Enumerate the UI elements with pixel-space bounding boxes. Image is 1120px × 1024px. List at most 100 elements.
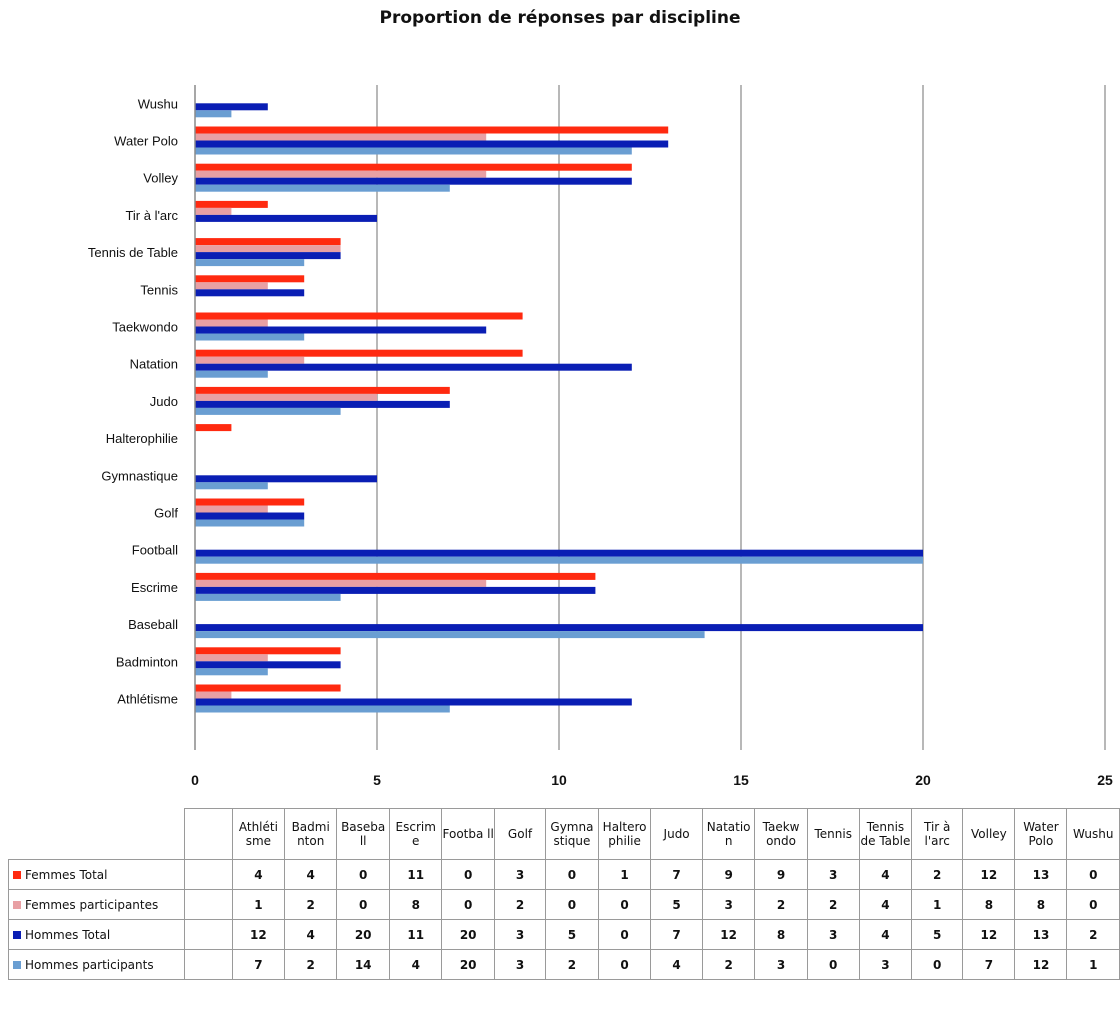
table-cell: 4 [650, 949, 703, 980]
bar [195, 126, 669, 134]
table-column-header: Golf [493, 808, 547, 860]
bar [195, 184, 450, 192]
bar [195, 349, 523, 357]
table-cell: 0 [545, 859, 599, 890]
table-cell: 20 [336, 919, 391, 950]
table-cell: 0 [336, 859, 391, 890]
table-cell: 2 [1066, 919, 1120, 950]
table-column-header: Baseba ll [336, 808, 391, 860]
table-cell: 3 [806, 919, 860, 950]
bar [195, 326, 487, 334]
table-empty-cell [184, 859, 233, 890]
bar [195, 275, 305, 283]
table-column-header: Natatio n [701, 808, 756, 860]
legend-entry: Hommes Total [7, 919, 186, 950]
legend-entry: Femmes participantes [7, 889, 186, 920]
table-cell: 4 [858, 859, 913, 890]
category-label: Athlétisme [117, 692, 178, 707]
bar [195, 482, 268, 490]
table-cell: 4 [858, 919, 913, 950]
bar [195, 661, 341, 669]
bar [195, 512, 305, 520]
legend-swatch [13, 931, 21, 939]
table-cell: 9 [701, 859, 756, 890]
table-row: Hommes participants 7 2 14 4 20 3 2 0 4 2 3 0 3 0 7 12 1 [7, 949, 1120, 980]
table-cell: 0 [597, 889, 652, 920]
bar [195, 624, 923, 632]
bar [195, 289, 305, 297]
table-empty-cell [184, 889, 233, 920]
x-tick-label: 15 [733, 772, 749, 788]
table-cell: 3 [858, 949, 913, 980]
table-column-header: Tennis [806, 808, 860, 860]
table-column-header: Footba ll [441, 808, 495, 860]
bar [195, 424, 232, 432]
table-cell: 3 [493, 919, 547, 950]
table-cell: 12 [231, 919, 286, 950]
bars [195, 103, 923, 713]
table-cell: 5 [545, 919, 599, 950]
table-cell: 0 [441, 889, 495, 920]
table-cell: 8 [754, 919, 808, 950]
table-cell: 3 [806, 859, 860, 890]
category-label: Natation [130, 357, 178, 372]
table-cell: 2 [701, 949, 756, 980]
bar [195, 170, 487, 178]
bar [195, 579, 487, 587]
table-row: Hommes Total 12 4 20 11 20 3 5 0 7 12 8 3 4 5 12 13 2 [7, 919, 1120, 950]
bar [195, 593, 341, 601]
category-label: Football [132, 543, 178, 558]
x-tick-label: 10 [551, 772, 567, 788]
bar [195, 177, 632, 185]
bar [195, 110, 232, 118]
category-label: Halterophilie [106, 431, 178, 446]
bar [195, 259, 305, 267]
bar [195, 363, 632, 371]
bar [195, 214, 377, 222]
category-labels: Athlétisme Badminton Baseball Escrime Footba… [88, 96, 179, 706]
table-cell: 12 [962, 919, 1016, 950]
table-cell: 1 [911, 889, 964, 920]
table-cell: 0 [911, 949, 964, 980]
table-column-header: Gymna stique [545, 808, 599, 860]
x-tick-label: 25 [1097, 772, 1113, 788]
table-column-header: Escrim e [389, 808, 443, 860]
grid-lines [376, 85, 1106, 750]
table-cell: 2 [754, 889, 808, 920]
bar [195, 140, 669, 148]
table-cell: 4 [858, 889, 913, 920]
table-cell: 0 [597, 919, 652, 950]
bar [195, 519, 305, 527]
bar [195, 400, 450, 408]
x-tick-labels: 0 5 10 15 20 25 [191, 772, 1113, 788]
table-cell: 12 [962, 859, 1016, 890]
bar [195, 207, 232, 215]
table-cell: 0 [545, 889, 599, 920]
table-header-row: Athléti sme Badmi nton Baseba ll Escrim e Fo… [9, 808, 1120, 860]
category-label: Tennis de Table [88, 245, 178, 260]
table-column-header: Badmi nton [284, 808, 338, 860]
table-row: Femmes participantes 1 2 0 8 0 2 0 0 5 3 2 2 4 1 8 8 0 [7, 889, 1120, 920]
bar [195, 549, 923, 557]
bar [195, 282, 268, 290]
bar [195, 163, 632, 171]
table-cell: 5 [650, 889, 703, 920]
table-cell: 4 [389, 949, 443, 980]
bar [195, 370, 268, 378]
bar [195, 333, 305, 341]
table-cell: 7 [231, 949, 286, 980]
bar [195, 103, 268, 111]
table-cell: 14 [336, 949, 391, 980]
bar [195, 475, 377, 483]
chart-title: Proportion de réponses par discipline [379, 8, 741, 28]
table-column-header: Tir à l'arc [911, 808, 964, 860]
table-cell: 3 [493, 859, 547, 890]
table-cell: 0 [336, 889, 391, 920]
legend-swatch [13, 901, 21, 909]
table-cell: 1 [231, 889, 286, 920]
table-cell: 4 [231, 859, 286, 890]
bar [195, 556, 923, 564]
table-empty-cell [184, 919, 233, 950]
table-cell: 13 [1014, 919, 1068, 950]
bar [195, 654, 268, 662]
